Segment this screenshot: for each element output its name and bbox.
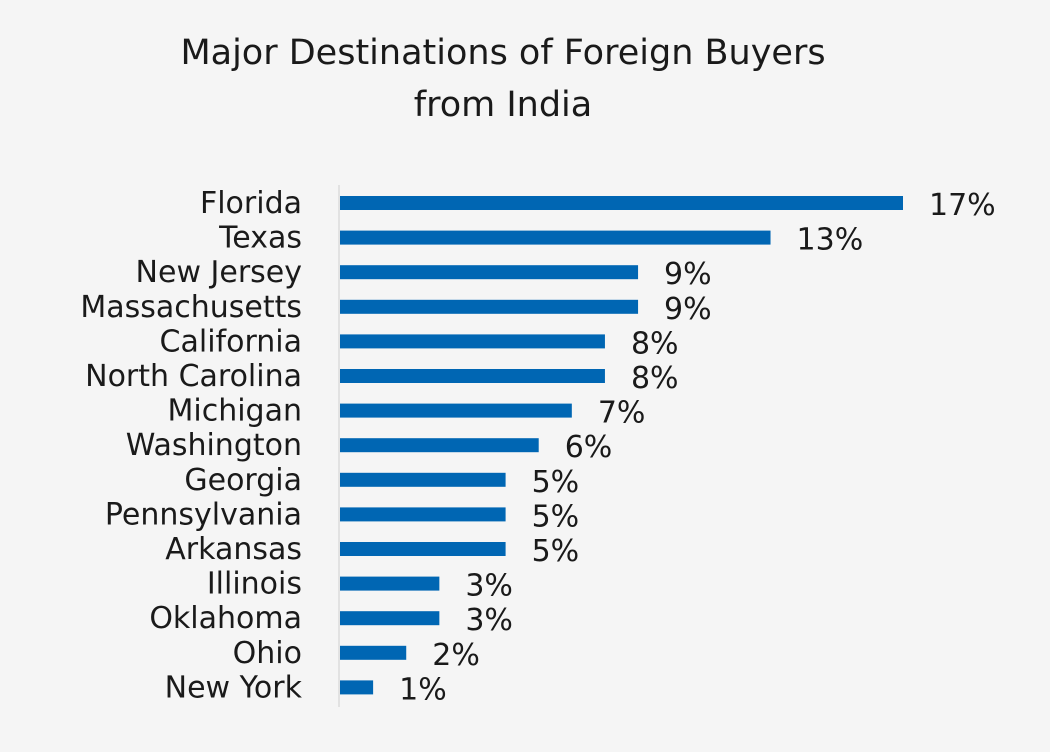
bar [340, 265, 639, 280]
category-label: Illinois [207, 567, 302, 602]
data-label: 5% [532, 499, 580, 534]
data-label: 8% [631, 361, 679, 396]
bar [340, 507, 506, 522]
bar [340, 472, 506, 487]
category-label: Florida [200, 186, 302, 221]
bar [340, 299, 639, 314]
category-label: Pennsylvania [105, 497, 302, 532]
data-label: 5% [532, 465, 580, 500]
data-label: 2% [432, 638, 480, 673]
data-label: 9% [664, 257, 712, 292]
category-label: Oklahoma [149, 601, 302, 636]
category-label: California [160, 324, 302, 359]
bar [340, 611, 440, 626]
category-label: Georgia [184, 463, 302, 498]
category-label: Michigan [167, 394, 302, 429]
category-label: Washington [126, 428, 302, 463]
category-label: Ohio [233, 636, 302, 671]
category-label: New York [165, 670, 303, 705]
bar [340, 542, 506, 556]
data-label: 8% [631, 326, 679, 361]
data-label: 13% [797, 223, 864, 258]
data-label: 7% [598, 396, 646, 431]
chart-title-line-1: Major Destinations of Foreign Buyers [180, 33, 825, 73]
category-label: Massachusetts [80, 290, 302, 325]
bar [340, 403, 572, 418]
category-label: Arkansas [165, 532, 302, 567]
bar [340, 196, 903, 210]
bar [340, 680, 374, 695]
bar [340, 438, 539, 453]
category-label: New Jersey [136, 255, 302, 290]
data-label: 17% [929, 188, 996, 223]
bar [340, 334, 605, 349]
data-label: 9% [664, 292, 712, 327]
data-label: 3% [465, 603, 513, 638]
bar [340, 369, 605, 383]
data-label: 6% [565, 430, 613, 465]
bar [340, 230, 771, 245]
bar [340, 576, 440, 591]
data-label: 5% [532, 534, 580, 569]
bars-group: Florida 17% Texas 13% New Jersey 9% Massachuse… [80, 186, 995, 707]
category-label: North Carolina [85, 359, 302, 394]
chart-title-line-2: from India [414, 85, 592, 125]
category-label: Texas [218, 221, 302, 256]
data-label: 3% [465, 569, 513, 604]
bar [340, 645, 407, 660]
data-label: 1% [399, 672, 447, 707]
